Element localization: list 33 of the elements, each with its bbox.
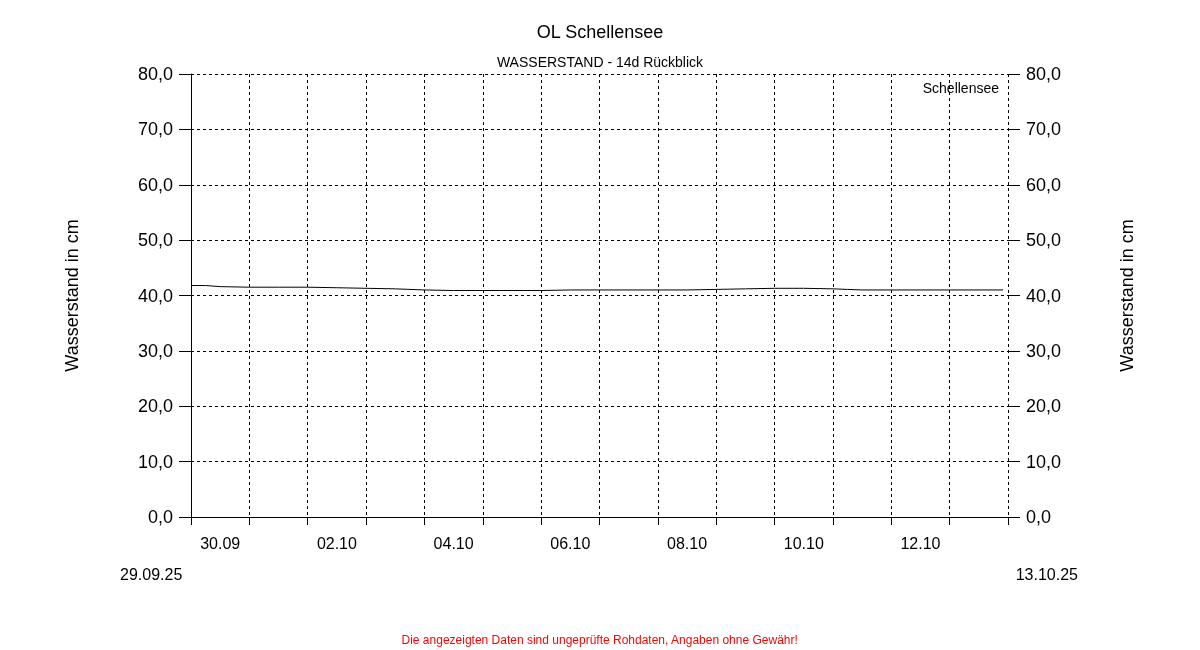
y-tick-label: 40,0 [137,285,173,306]
y-tick-label: 10,0 [137,451,173,472]
y-tick-label: 50,0 [137,230,173,251]
y2-tick-label: 30,0 [1026,340,1062,361]
y-tick-label: 70,0 [137,119,173,140]
y2-tick-label: 10,0 [1026,451,1062,472]
y2-tick-label: 70,0 [1026,119,1062,140]
x-tick-label: 06.10 [550,534,591,552]
text: Schellensee [922,80,1000,96]
y-tick-label: 30,0 [137,340,173,361]
chart-subtitle: WASSERSTAND - 14d Rückblick [496,54,705,70]
y-tick-label: 80,0 [137,64,173,84]
y-tick-label: 20,0 [137,396,173,417]
x-tick-label: 02.10 [316,534,358,552]
y2-tick-label: 20,0 [1026,396,1062,417]
x-tick-label: 12.10 [900,534,941,552]
y-tick-label: 60,0 [137,174,173,195]
x-tick-label: 08.10 [667,534,708,552]
x-tick-label: 30.09 [200,534,241,552]
y2-tick-label: 80,0 [1026,64,1062,84]
x-tick-label: 10.10 [783,534,824,552]
y2-tick-label: 60,0 [1026,174,1062,195]
x-tick-label: 04.10 [433,534,474,552]
text: 13.10.25 [1015,565,1079,583]
y2-tick-label: 50,0 [1026,230,1062,251]
y-axis-title: Wasserstand in cm [62,219,82,372]
chart-title: OL Schellensee [536,22,664,42]
y2-tick-label: 40,0 [1026,285,1062,306]
text: 29.09.25 [120,565,183,583]
y2-tick-label: 0,0 [1026,507,1052,527]
y2-axis-title: Wasserstand in cm [1117,219,1137,372]
text: Die angezeigten Daten sind ungeprüfte Rohdaten, Angaben ohne Gewähr! [401,633,798,647]
y-tick-label: 0,0 [147,507,173,527]
